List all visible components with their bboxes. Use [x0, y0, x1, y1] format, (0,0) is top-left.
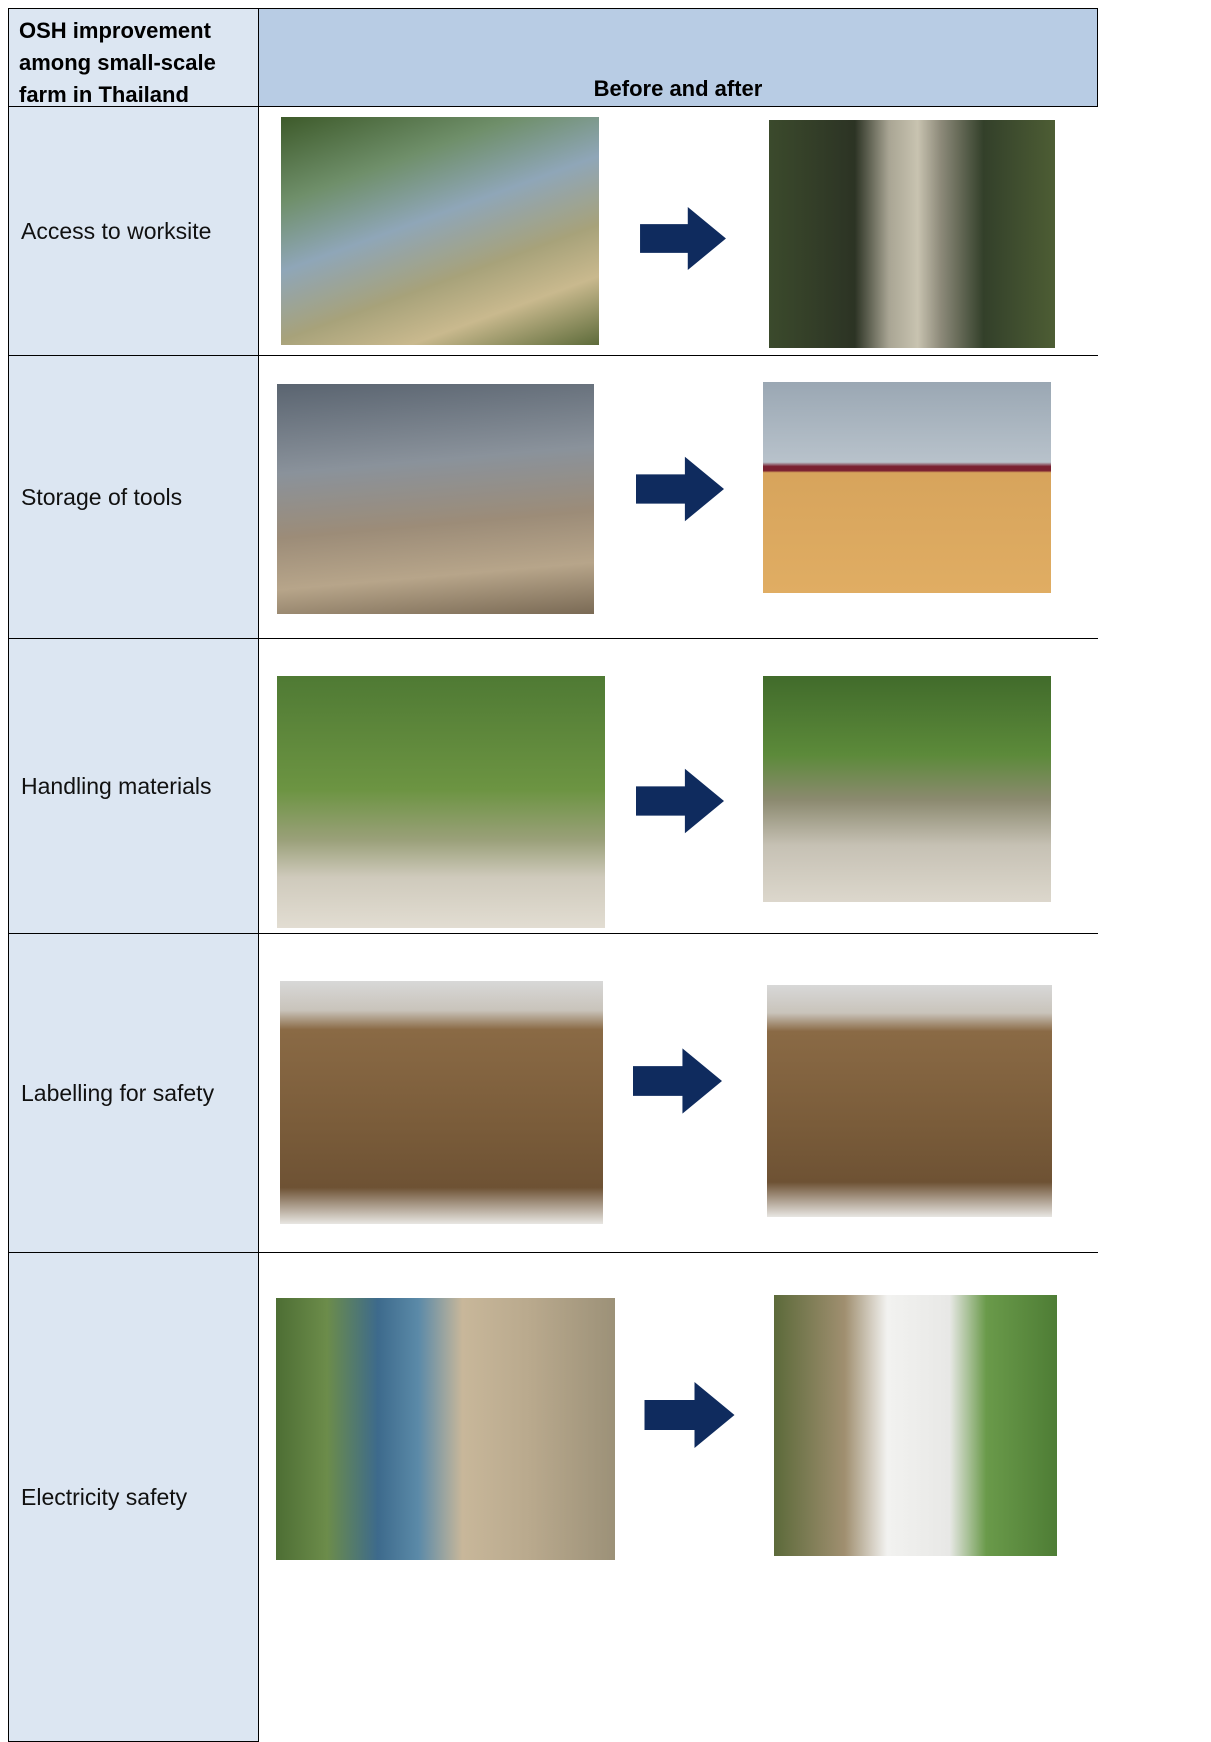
- photo-after: [763, 382, 1051, 593]
- photo-before: [276, 1298, 615, 1560]
- arrow: [644, 1382, 735, 1448]
- row-label: Handling materials: [8, 638, 259, 934]
- photo-after: [767, 985, 1052, 1217]
- photo-after: [763, 676, 1051, 902]
- arrow: [636, 456, 724, 522]
- arrow: [636, 768, 724, 834]
- row-cell: [258, 1252, 1098, 1742]
- photo-before: [277, 676, 605, 928]
- arrow: [633, 1048, 722, 1114]
- header-title: OSH improvement among small-scale farm i…: [8, 8, 259, 107]
- row-label: Labelling for safety: [8, 933, 259, 1253]
- header-column: Before and after: [258, 8, 1098, 107]
- row-label: Storage of tools: [8, 355, 259, 639]
- photo-before: [281, 117, 599, 345]
- photo-after: [769, 120, 1055, 348]
- row-label: Access to worksite: [8, 106, 259, 356]
- arrow: [640, 207, 726, 270]
- photo-after: [774, 1295, 1057, 1556]
- photo-before: [280, 981, 603, 1224]
- photo-before: [277, 384, 594, 614]
- row-label: Electricity safety: [8, 1252, 259, 1742]
